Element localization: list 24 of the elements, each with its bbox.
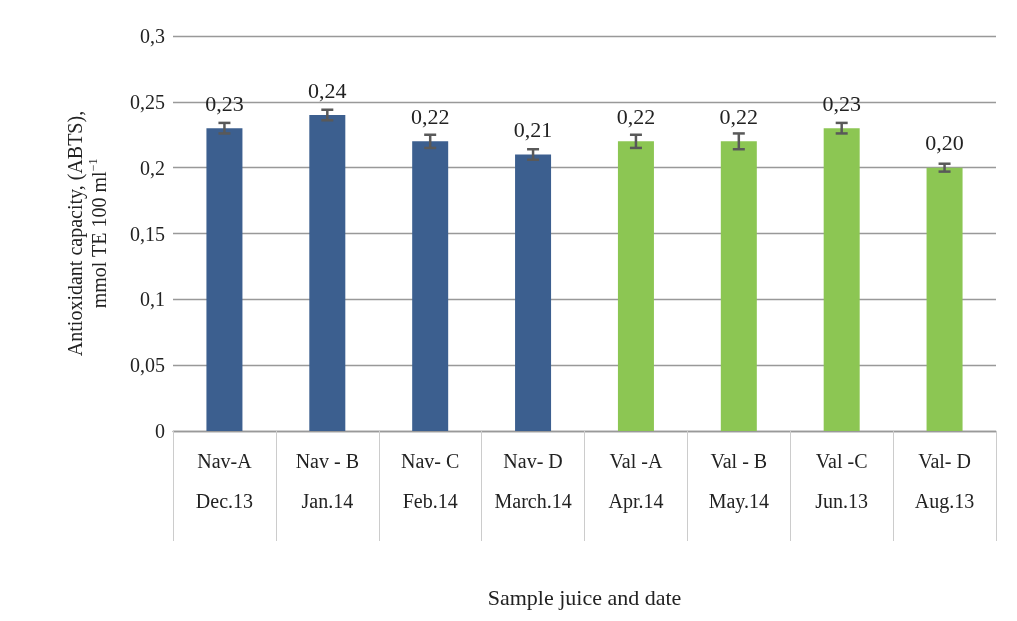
data-label: 0,22	[719, 103, 759, 129]
x-tick-label: Val -C Jun.13	[815, 450, 869, 512]
x-tick-label: Nav- C Feb.14	[401, 450, 460, 512]
x-tick-label: Val- D Aug.13	[914, 450, 975, 513]
y-tick-label: 0	[155, 420, 165, 442]
x-tick-label: Val - B May.14	[708, 450, 769, 513]
y-tick-label: 0,2	[140, 156, 165, 179]
data-label: 0,24	[308, 77, 347, 103]
y-tick-label: 0,3	[140, 25, 165, 47]
data-label: 0,23	[822, 90, 861, 116]
y-tick-label: 0,15	[130, 222, 165, 245]
y-tick-label: 0,05	[130, 354, 165, 377]
x-tick-label: Val -A Apr.14	[608, 450, 664, 513]
data-label: 0,20	[925, 130, 964, 156]
x-tick-label: Nav-A Dec.13	[195, 450, 254, 512]
data-label: 0,22	[410, 103, 450, 129]
y-tick-label: 0,25	[130, 90, 165, 113]
y-tick-label: 0,1	[140, 288, 165, 311]
data-label: 0,21	[513, 117, 553, 142]
data-label: 0,23	[205, 90, 244, 116]
data-label: 0,22	[616, 103, 656, 129]
x-tick-label: Nav- D March.14	[494, 450, 572, 512]
x-tick-label: Nav - B Jan.14	[295, 450, 359, 512]
x-axis-title: Sample juice and date	[487, 584, 682, 610]
